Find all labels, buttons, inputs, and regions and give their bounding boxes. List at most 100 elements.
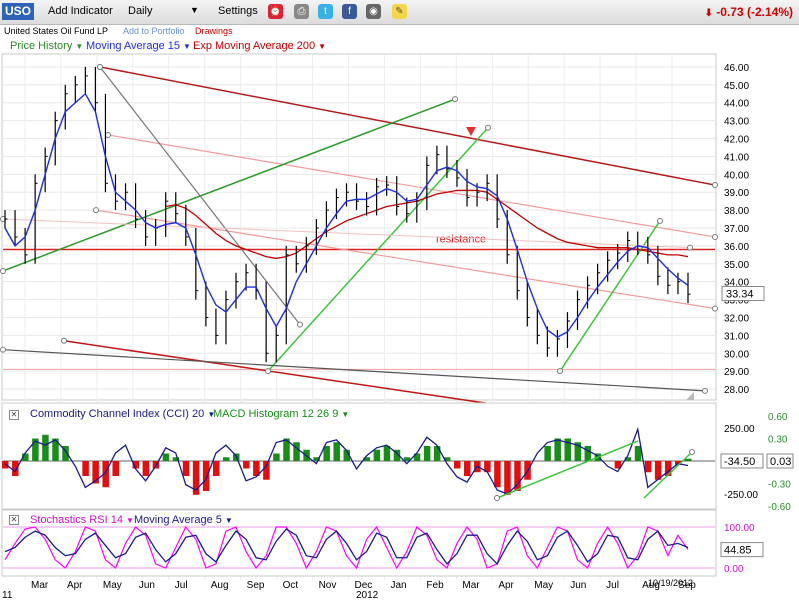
macd-last-box	[766, 453, 794, 469]
macd-histogram-bar	[12, 461, 19, 476]
legend-price[interactable]: Price History ▼	[10, 40, 84, 52]
price-y-tick-label: 43.00	[724, 117, 749, 128]
macd-histogram-bar	[62, 446, 69, 461]
light-red-line	[2, 218, 691, 249]
x-axis-left-label: 11	[2, 590, 13, 600]
stoch-tick-label: 100.00	[724, 523, 755, 534]
macd-histogram-bar	[504, 461, 511, 495]
macd-histogram-bar	[644, 461, 652, 473]
legend-ma-label: Moving Average 15	[86, 40, 180, 52]
line-handle	[557, 368, 563, 375]
alarm-clock-icon[interactable]: ⏰	[268, 4, 283, 19]
line-handle	[494, 495, 500, 501]
line-handle	[485, 124, 491, 131]
macd-histogram-bar	[494, 461, 501, 488]
camera-icon[interactable]: ◉	[366, 4, 381, 19]
toolbar: USO Add Indicator Daily ▼ Settings ⏰ ⎙ t…	[0, 0, 799, 25]
macd-histogram-bar	[132, 461, 140, 469]
period-select[interactable]: Daily	[128, 5, 153, 17]
macd-histogram-bar	[333, 442, 340, 461]
long-black-line	[2, 349, 706, 392]
legend-macd-label: MACD Histogram 12 26 9	[213, 408, 339, 420]
macd-histogram-bar	[685, 458, 692, 461]
stoch-last-box	[720, 542, 764, 558]
legend-stoch-label: Stochastics RSI 14	[30, 514, 123, 526]
macd-histogram-bar	[32, 438, 39, 461]
down-arrow-marker	[466, 127, 476, 136]
legend-macd[interactable]: MACD Histogram 12 26 9 ▼	[213, 408, 350, 420]
line-handle	[0, 267, 6, 274]
add-indicator-button[interactable]: Add Indicator	[48, 5, 113, 17]
cci-line	[4, 426, 689, 495]
macd-histogram-bar	[443, 457, 451, 461]
settings-button[interactable]: Settings	[218, 5, 258, 17]
ma15-line	[4, 92, 689, 338]
line-handle	[93, 207, 99, 214]
x-axis-month-label: Mar	[462, 580, 480, 591]
chevron-down-icon[interactable]: ▼	[190, 5, 199, 15]
macd-histogram-bar	[464, 461, 471, 476]
price-y-tick-label: 30.00	[724, 349, 749, 360]
x-axis-month-label: Sep	[247, 580, 265, 591]
price-y-tick-label: 36.00	[724, 242, 749, 253]
print-icon[interactable]: ⎙	[294, 4, 309, 19]
macd-histogram-bar	[2, 461, 9, 469]
legend-ma[interactable]: Moving Average 15 ▼	[86, 40, 191, 52]
price-y-tick-label: 45.00	[724, 81, 749, 92]
cci-tick-label: -250.00	[724, 490, 758, 501]
price-panel-frame	[1, 53, 717, 401]
x-axis-month-label: Apr	[498, 580, 514, 591]
macd-tick-label: -0.60	[768, 502, 791, 513]
macd-histogram-bar	[634, 446, 642, 461]
ticker-symbol[interactable]: USO	[2, 3, 34, 20]
resize-handle-icon	[686, 392, 694, 400]
legend-stoch[interactable]: Stochastics RSI 14 ▼	[30, 514, 134, 526]
x-axis-month-label: Dec	[355, 580, 373, 591]
twitter-icon[interactable]: t	[318, 4, 333, 19]
close-stoch-panel-icon[interactable]: ✕	[9, 515, 19, 525]
macd-histogram-bar	[624, 457, 632, 461]
macd-histogram-bar	[484, 461, 491, 473]
channel-bottom-line	[63, 339, 561, 415]
note-icon[interactable]: ✎	[392, 4, 407, 19]
legend-cci[interactable]: Commodity Channel Index (CCI) 20 ▼	[30, 408, 216, 420]
line-handle	[657, 217, 663, 224]
price-y-tick-label: 44.00	[724, 99, 749, 110]
close-cci-panel-icon[interactable]: ✕	[9, 410, 19, 420]
price-y-tick-label: 42.00	[724, 135, 749, 146]
x-axis-month-label: Jun	[570, 580, 586, 591]
x-axis-date-label: 10/19/2012	[648, 578, 693, 588]
macd-histogram-bar	[222, 457, 230, 461]
macd-histogram-bar	[514, 461, 521, 491]
cci-green-trend-line	[496, 440, 639, 499]
add-portfolio-link[interactable]: Add to Portfolio	[123, 26, 185, 36]
macd-histogram-bar	[383, 446, 391, 461]
x-axis-month-label: Jul	[175, 580, 188, 591]
x-axis-year-label: 2012	[356, 590, 379, 600]
macd-histogram-bar	[52, 438, 59, 461]
macd-histogram-bar	[664, 461, 672, 476]
x-axis-month-label: Aug	[211, 580, 229, 591]
legend-ema[interactable]: Exp Moving Average 200 ▼	[193, 40, 327, 52]
macd-histogram-bar	[283, 438, 290, 461]
price-y-tick-label: 31.00	[724, 331, 749, 342]
price-y-tick-label: 29.00	[724, 367, 749, 378]
macd-histogram-bar	[182, 461, 190, 476]
macd-histogram-bar	[172, 457, 180, 461]
line-handle	[702, 387, 708, 394]
macd-histogram-bar	[373, 449, 381, 461]
line-handle	[687, 244, 693, 251]
macd-histogram-bar	[403, 457, 411, 461]
stoch-tick-label: 0.00	[724, 564, 744, 575]
macd-tick-label: -0.30	[768, 480, 791, 491]
macd-histogram-bar	[192, 461, 200, 495]
x-axis-month-label: Mar	[31, 580, 49, 591]
line-handle	[712, 305, 718, 312]
cci-tick-label: 250.00	[724, 424, 755, 435]
facebook-icon[interactable]: f	[342, 4, 357, 19]
legend-stoch-ma[interactable]: Moving Average 5 ▼	[134, 514, 233, 526]
macd-histogram-bar	[323, 446, 330, 461]
drawings-link[interactable]: Drawings	[195, 26, 233, 36]
macd-histogram-bar	[243, 461, 250, 469]
macd-histogram-bar	[212, 461, 220, 476]
